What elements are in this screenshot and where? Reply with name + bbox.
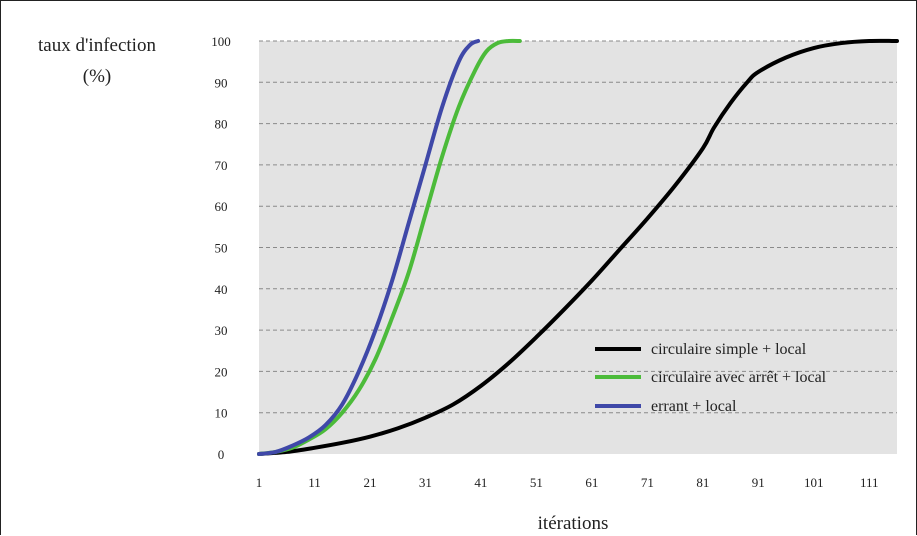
x-tick-labels: 1 11 21 31 41 51 61 71 81 91 101 111 [256,475,879,490]
x-tick-label: 11 [308,475,321,490]
x-tick-label: 91 [752,475,765,490]
y-tick-label: 40 [215,282,228,297]
y-tick-label: 50 [215,241,228,256]
x-tick-label: 61 [585,475,598,490]
y-tick-label: 20 [215,364,228,379]
legend-label-series-1: circulaire avec arrêt + local [651,369,827,386]
legend: circulaire simple + local circulaire ave… [595,341,827,415]
y-tick-label: 30 [215,323,228,338]
series-line-2 [257,39,481,456]
legend-label-series-0: circulaire simple + local [651,341,807,358]
x-tick-label: 81 [696,475,709,490]
y-tick-label: 10 [215,406,228,421]
y-tick-label: 80 [215,117,228,132]
x-tick-label: 101 [804,475,824,490]
x-tick-label: 71 [641,475,654,490]
x-tick-label: 111 [860,475,879,490]
y-tick-label: 100 [211,34,231,49]
grid-lines [259,40,897,414]
x-tick-label: 21 [363,475,376,490]
series-line-0 [257,38,899,456]
x-axis-label: itérations [538,513,609,534]
y-tick-label: 90 [215,75,228,90]
y-axis-label-line1: taux d'infection [38,35,156,56]
x-tick-label: 31 [419,475,432,490]
y-tick-label: 60 [215,199,228,214]
legend-label-series-2: errant + local [651,398,737,415]
y-axis-label-line2: (%) [83,66,111,87]
y-tick-label: 0 [218,447,225,462]
y-tick-label: 70 [215,158,228,173]
x-tick-label: 41 [474,475,487,490]
series-lines [257,38,899,456]
x-tick-label: 51 [530,475,543,490]
x-tick-label: 1 [256,475,263,490]
y-tick-labels: 0 10 20 30 40 50 60 70 80 90 100 [211,34,231,462]
